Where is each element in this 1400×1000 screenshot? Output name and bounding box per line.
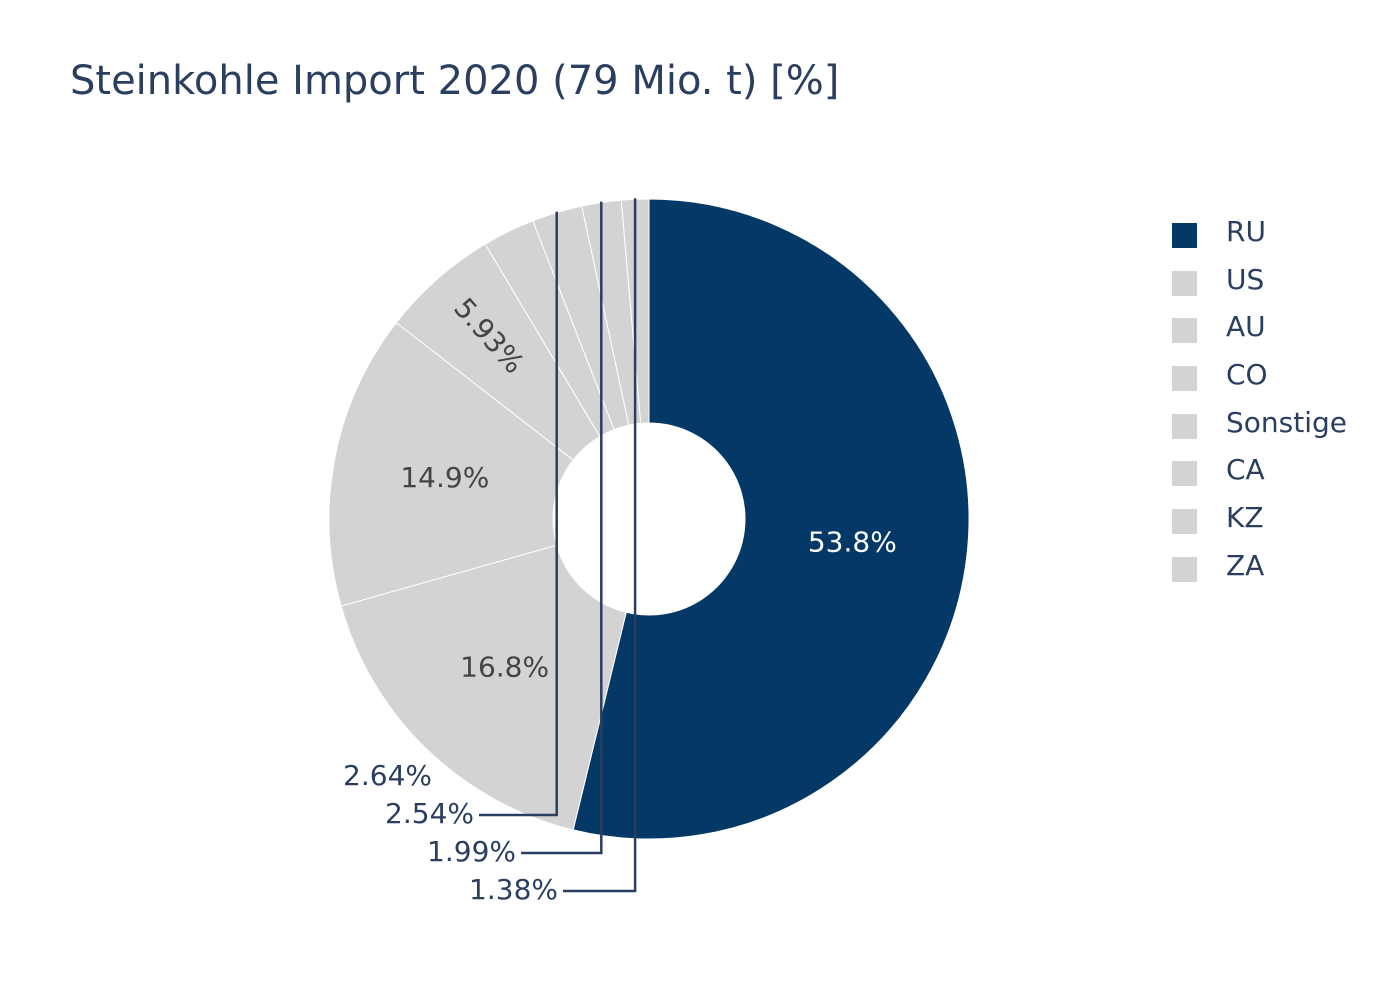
legend-label-us: US (1226, 262, 1265, 296)
legend-swatch-au (1172, 318, 1197, 344)
legend-label-ca: CA (1226, 453, 1265, 487)
leader-line-kz (521, 201, 603, 855)
data-label-za: 1.38% (469, 873, 558, 906)
data-label-sonstige: 2.64% (343, 759, 432, 792)
slice-au[interactable] (328, 321, 574, 607)
legend-label-kz: KZ (1226, 501, 1264, 535)
data-label-au: 14.9% (400, 461, 489, 494)
data-label-us: 16.8% (460, 651, 549, 684)
legend-swatch-ca (1172, 461, 1197, 487)
data-label-ca: 2.54% (385, 797, 474, 830)
legend-label-ru: RU (1226, 215, 1266, 248)
legend-swatch-us (1172, 270, 1197, 296)
slice-us[interactable] (340, 544, 627, 831)
leader-line-ca (479, 211, 558, 817)
chart-title: Steinkohle Import 2020 (79 Mio. t) [%] (70, 58, 840, 104)
legend-label-au: AU (1226, 310, 1266, 344)
legend-swatch-sonstige (1172, 413, 1197, 439)
legend-swatch-ru (1172, 223, 1197, 248)
data-label-ru: 53.8% (808, 525, 897, 558)
legend-label-co: CO (1226, 358, 1268, 392)
legend-label-za: ZA (1226, 548, 1265, 582)
legend-swatch-kz (1172, 509, 1197, 535)
legend-swatch-co (1172, 366, 1197, 392)
data-label-kz: 1.99% (427, 835, 516, 868)
legend-swatch-za (1172, 556, 1197, 582)
legend-label-sonstige: Sonstige (1226, 405, 1347, 439)
leader-line-za (563, 198, 637, 893)
slice-ru[interactable] (572, 198, 970, 840)
